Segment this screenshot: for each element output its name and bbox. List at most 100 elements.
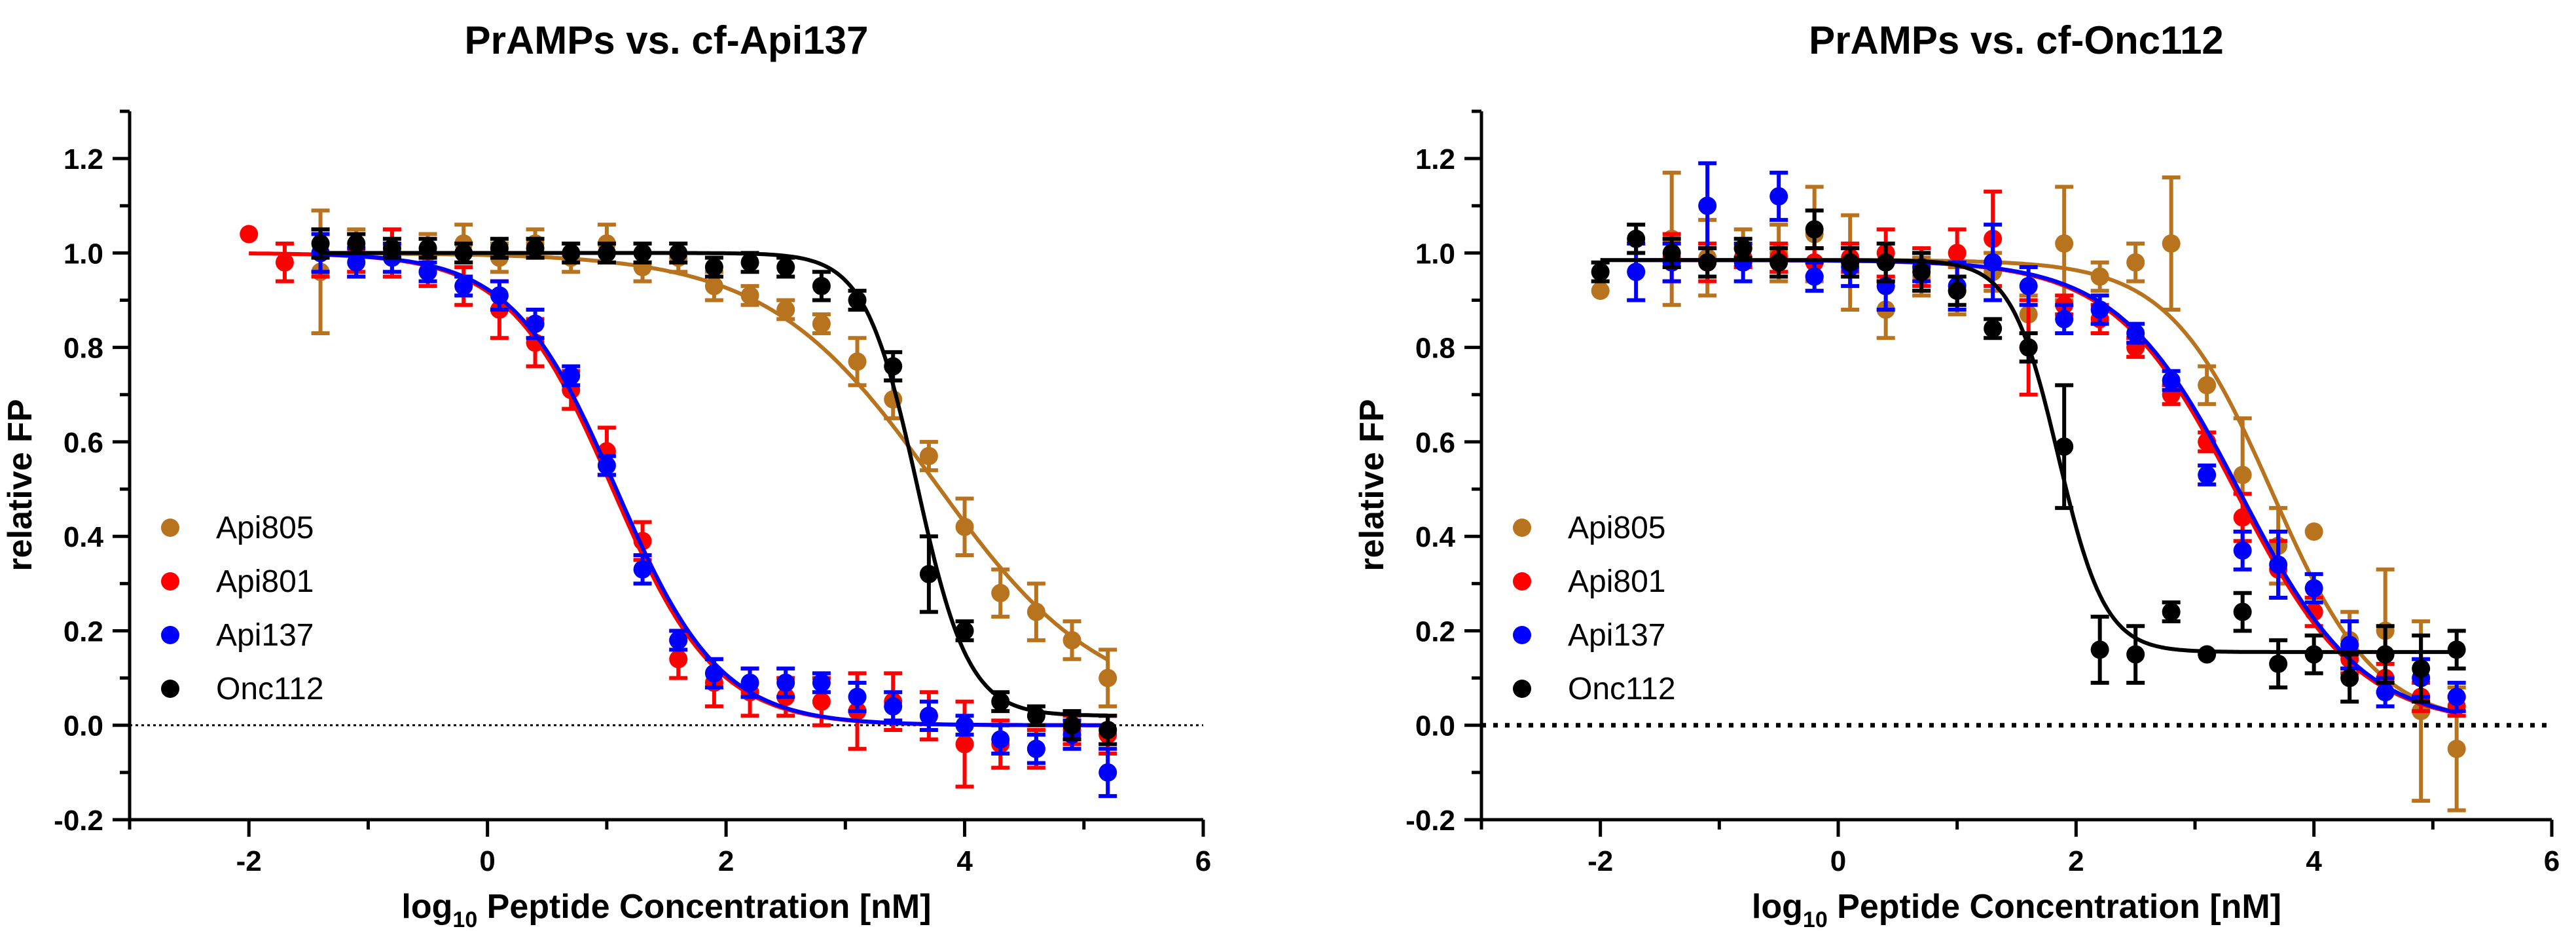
data-point bbox=[2269, 555, 2288, 574]
data-point bbox=[2233, 466, 2252, 484]
data-point bbox=[2019, 338, 2038, 357]
data-point bbox=[240, 225, 259, 244]
data-point bbox=[1098, 720, 1117, 739]
data-point bbox=[2269, 654, 2288, 673]
data-point bbox=[812, 314, 831, 333]
data-point bbox=[991, 692, 1010, 711]
data-point bbox=[2198, 466, 2217, 484]
data-point bbox=[1876, 253, 1895, 272]
data-point bbox=[382, 239, 401, 258]
y-tick-label: 1.0 bbox=[63, 238, 103, 270]
data-point bbox=[2055, 234, 2074, 253]
y-axis-label: relative FP bbox=[1353, 399, 1391, 571]
y-tick-label: 0.4 bbox=[1415, 521, 1456, 553]
data-point bbox=[955, 716, 974, 735]
legend-label: Api805 bbox=[1568, 511, 1665, 545]
series-Api801 bbox=[240, 225, 1117, 789]
x-tick-label: 2 bbox=[718, 845, 734, 877]
x-axis-label: log10 Peptide Concentration [nM] bbox=[1752, 888, 2281, 931]
x-tick-label: 4 bbox=[956, 845, 973, 877]
data-point bbox=[2090, 300, 2109, 319]
data-point bbox=[2055, 310, 2074, 329]
data-point bbox=[1026, 602, 1045, 621]
legend-label: Api137 bbox=[1568, 618, 1665, 653]
data-point bbox=[2340, 668, 2359, 687]
data-point bbox=[1026, 739, 1045, 758]
data-point bbox=[2376, 645, 2395, 664]
data-point bbox=[2447, 739, 2466, 758]
x-tick-label: -2 bbox=[1587, 845, 1613, 877]
x-tick-label: 4 bbox=[2306, 845, 2322, 877]
legend-marker bbox=[161, 680, 179, 698]
x-axis-label-subscript: 10 bbox=[1803, 907, 1828, 931]
data-point bbox=[2447, 640, 2466, 659]
data-point bbox=[1098, 668, 1117, 687]
data-point bbox=[1769, 253, 1788, 272]
legend-label: Api137 bbox=[216, 618, 314, 653]
data-point bbox=[597, 244, 616, 263]
y-axis-label: relative FP bbox=[1, 399, 39, 571]
y-tick-label: 1.2 bbox=[1415, 143, 1455, 175]
data-point bbox=[2162, 371, 2181, 390]
x-tick-label: 0 bbox=[1830, 845, 1846, 877]
data-point bbox=[776, 300, 795, 319]
data-point bbox=[633, 244, 652, 263]
data-point bbox=[1627, 263, 1646, 282]
data-point bbox=[1805, 220, 1824, 239]
data-point bbox=[418, 239, 437, 258]
series-Api137 bbox=[1627, 161, 2466, 715]
legend-marker bbox=[1513, 519, 1531, 537]
data-point bbox=[2233, 541, 2252, 560]
fit-curve bbox=[320, 252, 1108, 727]
data-point bbox=[1841, 253, 1860, 272]
data-point bbox=[454, 244, 473, 263]
x-tick-label: 0 bbox=[479, 845, 495, 877]
fit-curve bbox=[320, 251, 1109, 662]
data-point bbox=[812, 692, 831, 711]
data-point bbox=[1698, 196, 1717, 215]
data-point bbox=[597, 456, 616, 475]
data-point bbox=[955, 735, 974, 754]
data-point bbox=[1062, 630, 1081, 649]
y-tick-label: 0.2 bbox=[63, 615, 103, 648]
data-point bbox=[1098, 763, 1117, 782]
x-axis-label-rest: Peptide Concentration [nM] bbox=[477, 888, 931, 926]
x-axis-label-main: log bbox=[401, 888, 452, 926]
data-point bbox=[633, 560, 652, 579]
data-point bbox=[2233, 602, 2252, 621]
legend-marker bbox=[161, 572, 179, 591]
data-point bbox=[955, 621, 974, 640]
data-point bbox=[2304, 602, 2323, 621]
data-point bbox=[991, 730, 1010, 749]
data-point bbox=[2162, 602, 2181, 621]
data-point bbox=[991, 583, 1010, 602]
data-point bbox=[275, 253, 294, 272]
data-point bbox=[2304, 522, 2323, 541]
data-point bbox=[2304, 579, 2323, 598]
data-point bbox=[2198, 645, 2217, 664]
data-point bbox=[848, 352, 867, 371]
data-point bbox=[848, 291, 867, 310]
series-Onc112 bbox=[1591, 208, 2466, 704]
data-point bbox=[1026, 706, 1045, 725]
data-point bbox=[740, 253, 759, 272]
data-point bbox=[418, 263, 437, 282]
x-tick-label: 6 bbox=[1195, 845, 1211, 877]
data-point bbox=[2126, 324, 2145, 343]
data-point bbox=[2376, 683, 2395, 702]
data-point bbox=[740, 673, 759, 692]
data-point bbox=[490, 286, 509, 305]
y-tick-label: 0.6 bbox=[63, 427, 103, 459]
data-point bbox=[526, 314, 545, 333]
y-tick-label: 0.2 bbox=[1415, 615, 1455, 648]
y-tick-label: 0.4 bbox=[63, 521, 104, 553]
legend-label: Api805 bbox=[216, 511, 314, 545]
data-point bbox=[2412, 659, 2431, 678]
legend-marker bbox=[1513, 680, 1531, 698]
data-point bbox=[1698, 253, 1717, 272]
data-point bbox=[704, 664, 723, 683]
fit-curve bbox=[1636, 258, 2458, 715]
data-point bbox=[1912, 263, 1931, 282]
legend: Api805 Api801 Api137 Onc112 bbox=[161, 511, 324, 706]
y-tick-label: 0.8 bbox=[1415, 333, 1455, 365]
